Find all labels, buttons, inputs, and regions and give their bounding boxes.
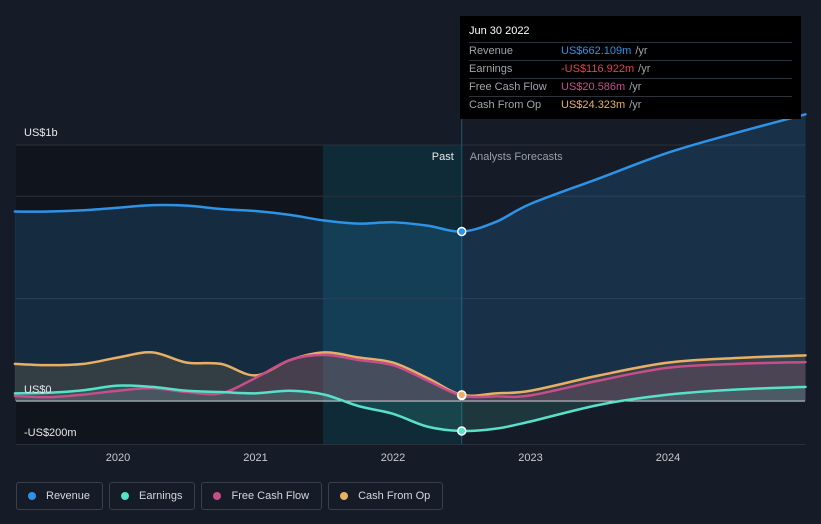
tooltip-row-label: Revenue [469,45,514,57]
legend-label: Revenue [46,490,91,502]
x-tick-label: 2020 [106,452,130,464]
past-label: Past [432,151,454,163]
tooltip-row: Free Cash Flow US$20.586m/yr [469,79,792,97]
tooltip-row-value: US$662.109m [561,45,632,57]
tooltip-row-label: Earnings [469,63,513,75]
marker-earnings[interactable] [457,426,467,436]
tooltip-row-value: US$24.323m [561,99,626,111]
y-tick-label: US$0 [24,384,52,396]
legend-dot-icon [340,492,349,500]
y-tick-label: US$1b [24,127,58,139]
marker-revenue[interactable] [457,226,467,237]
recent-highlight [323,145,461,445]
x-tick-label: 2021 [243,452,267,464]
series-line-revenue [13,113,807,233]
area-cash-from-op [14,352,806,401]
legend-item-revenue[interactable]: Revenue [16,482,104,510]
legend-label: Free Cash Flow [231,490,310,502]
area-revenue [14,114,806,401]
series-line-cash-from-op [13,351,807,398]
legend-dot-icon [28,492,36,500]
tooltip-row-label: Free Cash Flow [469,81,547,93]
tooltip-row-unit: /yr [635,45,648,57]
forecast-label: Analysts Forecasts [470,151,563,163]
area-free-cash-flow [14,354,806,401]
legend-item-cash-from-op[interactable]: Cash From Op [328,482,444,510]
y-tick-label: -US$200m [24,427,77,439]
tooltip-row-unit: /yr [629,81,642,93]
tooltip-row: Earnings -US$116.922m/yr [469,61,792,79]
tooltip-row: Cash From Op US$24.323m/yr [469,97,792,114]
tooltip-row-unit: /yr [629,99,642,111]
legend-dot-icon [213,492,222,500]
legend-item-earnings[interactable]: Earnings [109,482,196,510]
legend-dot-icon [121,492,130,500]
legend-label: Earnings [139,490,183,502]
legend-label: Cash From Op [358,490,431,502]
tooltip-row-value: -US$116.922m [561,63,635,75]
series-line-earnings [13,384,807,433]
tooltip: Jun 30 2022 Revenue US$662.109m/yr Earning… [460,16,801,119]
tooltip-row-value: US$20.586m [561,81,626,93]
x-tick-label: 2023 [518,452,542,464]
area-earnings [14,385,806,432]
marker-cash-from-op[interactable] [457,390,467,400]
tooltip-row: Revenue US$662.109m/yr [469,43,792,61]
legend-item-free-cash-flow[interactable]: Free Cash Flow [201,482,323,510]
legend: Revenue Earnings Free Cash Flow Cash From O… [16,482,444,510]
tooltip-row-unit: /yr [638,63,651,75]
tooltip-date: Jun 30 2022 [469,24,792,43]
x-tick-label: 2022 [381,452,405,464]
series-line-free-cash-flow [13,353,807,399]
x-tick-label: 2024 [656,452,680,464]
tooltip-row-label: Cash From Op [469,99,542,111]
